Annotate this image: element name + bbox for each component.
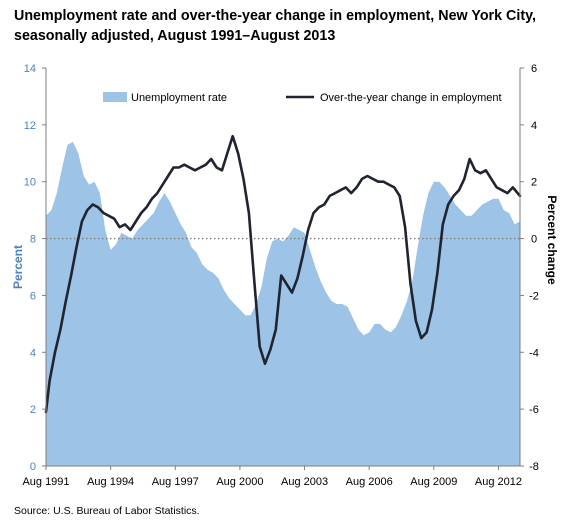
right-axis-tick-label: -2 [529,290,539,302]
x-axis-tick-label: Aug 1991 [22,476,69,488]
left-axis-tick-label: 14 [24,63,36,75]
left-axis-tick-label: 12 [24,120,36,132]
employment-change-line-layer [44,134,522,414]
left-axis-tick-label: 6 [30,290,36,302]
x-axis-tick-label: Aug 2000 [216,476,263,488]
unemployment-rate-area [46,141,520,466]
left-axis-tick-label: 10 [24,177,36,189]
right-axis-tick-label: -6 [529,404,539,416]
left-axis-tick-label: 2 [30,404,36,416]
left-axis-tick-label: 0 [30,461,36,473]
axis-layer: 0 2 4 6 8 10 12 14 -8 -6 -4 -2 0 2 4 6 Aug 1991 Aug 1994 A… [11,63,559,488]
source-note: Source: U.S. Bureau of Labor Statistics. [14,505,200,517]
left-axis-tick-label: 8 [30,234,36,246]
left-axis-tick-label: 4 [30,347,36,359]
right-axis-tick-label: 2 [531,177,537,189]
right-axis-title: Percent change [545,195,559,285]
right-axis-tick-label: 6 [531,63,537,75]
unemployment-area-layer [46,141,520,466]
left-axis-title: Percent [11,245,25,289]
x-axis-tick-label: Aug 2012 [475,476,522,488]
chart-title-line-1: Unemployment rate and over-the-year chan… [14,8,536,24]
legend-swatch-unemployment-rate [103,92,127,102]
x-axis-tick-label: Aug 2009 [410,476,457,488]
legend: Unemployment rate Over-the-year change in… [103,92,502,104]
legend-label-unemployment-rate: Unemployment rate [131,92,227,104]
legend-label-employment-change: Over-the-year change in employment [320,92,502,104]
right-axis-tick-label: 4 [531,120,537,132]
x-axis-tick-label: Aug 1997 [152,476,199,488]
x-axis-tick-label: Aug 1994 [87,476,134,488]
chart-title: Unemployment rate and over-the-year chan… [14,6,574,46]
right-axis-tick-label: -4 [529,347,539,359]
chart-title-line-2: seasonally adjusted, August 1991–August … [14,28,336,44]
x-axis-tick-label: Aug 2006 [346,476,393,488]
x-axis-tick-label: Aug 2003 [281,476,328,488]
employment-change-line [44,134,522,414]
right-axis-tick-label: -8 [529,461,539,473]
right-axis-tick-label: 0 [531,234,537,246]
